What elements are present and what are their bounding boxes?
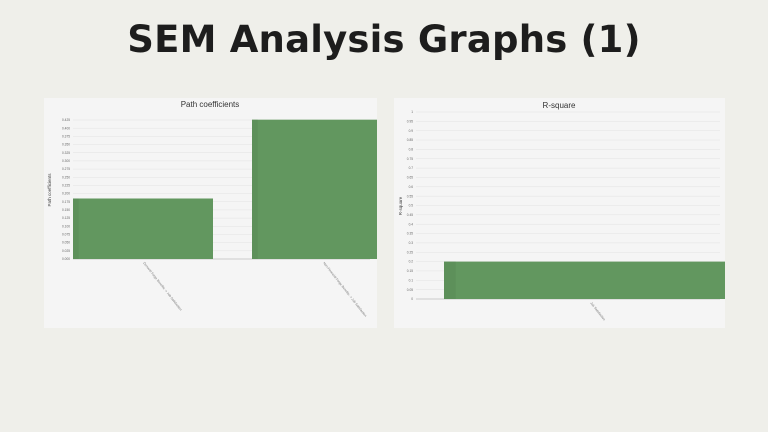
y-tick-label: 0.350 xyxy=(62,143,70,147)
category-label: Demand Forge Benefits -> Job Satisfactio… xyxy=(142,261,183,312)
y-tick-label: 0.85 xyxy=(407,138,413,142)
y-tick-label: 0.050 xyxy=(62,241,70,245)
y-tick-label: 0.425 xyxy=(62,118,70,122)
y-tick-label: 0.7 xyxy=(409,166,414,170)
slide-title: SEM Analysis Graphs (1) xyxy=(127,18,641,61)
y-tick-label: 0.95 xyxy=(407,119,413,123)
y-tick-label: 0.200 xyxy=(62,192,70,196)
y-tick-label: 0.400 xyxy=(62,126,70,130)
y-tick-label: 0.225 xyxy=(62,184,70,188)
y-tick-label: 0.55 xyxy=(407,194,413,198)
chart-title: R-square xyxy=(543,101,576,110)
chart-title: Path coefficients xyxy=(181,100,240,109)
y-tick-label: 0.45 xyxy=(407,213,413,217)
y-axis-label: Path coefficients xyxy=(47,173,52,207)
y-tick-label: 0.300 xyxy=(62,159,70,163)
y-tick-label: 0.100 xyxy=(62,224,70,228)
y-tick-label: 0.5 xyxy=(409,204,414,208)
y-tick-label: 0.250 xyxy=(62,175,70,179)
y-tick-label: 0.65 xyxy=(407,176,413,180)
y-tick-label: 0.9 xyxy=(409,129,414,133)
y-tick-label: 0.175 xyxy=(62,200,70,204)
bar xyxy=(73,198,213,259)
y-tick-label: 0 xyxy=(411,297,413,301)
y-tick-label: 0.75 xyxy=(407,157,413,161)
y-tick-label: 0.1 xyxy=(409,278,414,282)
y-tick-label: 0.000 xyxy=(62,257,70,261)
category-label: Job Satisfaction xyxy=(589,301,606,321)
y-tick-label: 0.075 xyxy=(62,233,70,237)
y-axis-label: R-square xyxy=(398,196,403,215)
r-square-chart-panel: R-square 0 0.05 0.1 0.15 0.2 0.25 0.3 0.35 0.4 0.4… xyxy=(394,98,725,328)
y-tick-label: 0.325 xyxy=(62,151,70,155)
y-tick-label: 0.6 xyxy=(409,185,414,189)
y-tick-label: 0.375 xyxy=(62,134,70,138)
y-tick-label: 0.15 xyxy=(407,269,413,273)
y-tick-label: 0.150 xyxy=(62,208,70,212)
y-tick-label: 0.05 xyxy=(407,288,413,292)
bar-shade xyxy=(73,198,79,259)
path-coefficients-chart-panel: Path coefficients 0.000 0.025 0.050 0.075 0.1… xyxy=(44,98,377,328)
y-tick-label: 0.2 xyxy=(409,260,414,264)
bar-shade xyxy=(252,119,258,259)
r-square-chart: R-square 0 0.05 0.1 0.15 0.2 0.25 0.3 0.35 0.4 0.4… xyxy=(398,101,725,322)
y-tick-label: 0.025 xyxy=(62,249,70,253)
y-tick-label: 0.3 xyxy=(409,241,414,245)
y-tick-label: 0.25 xyxy=(407,250,413,254)
bar xyxy=(444,261,725,299)
y-tick-label: 0.275 xyxy=(62,167,70,171)
category-label: Non-Financial Forge Benefits -> Job Sati… xyxy=(322,261,367,318)
path-coefficients-chart: Path coefficients 0.000 0.025 0.050 0.075 0.1… xyxy=(47,100,377,318)
y-tick-label: 0.35 xyxy=(407,232,413,236)
bar xyxy=(252,119,377,259)
bar-shade xyxy=(444,261,456,299)
y-tick-label: 0.8 xyxy=(409,148,414,152)
y-tick-label: 1 xyxy=(411,110,413,114)
y-tick-label: 0.125 xyxy=(62,216,70,220)
y-tick-label: 0.4 xyxy=(409,222,414,226)
